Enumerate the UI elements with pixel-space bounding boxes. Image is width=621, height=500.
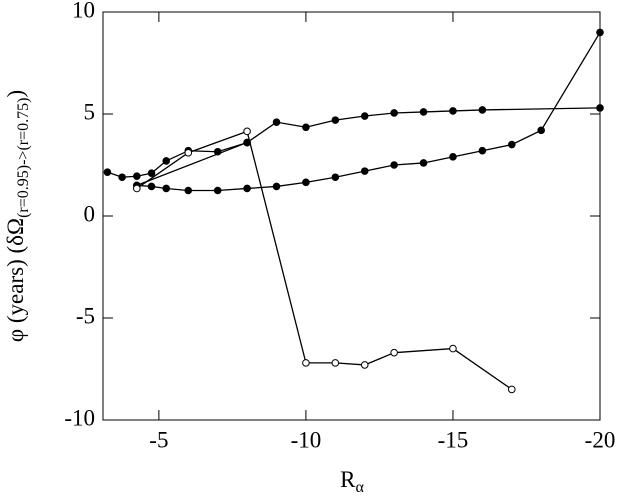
data-point [449, 153, 457, 161]
x-label-sub: α [355, 479, 364, 496]
x-tick-label: -10 [291, 427, 322, 452]
data-point [331, 359, 340, 367]
data-point [243, 184, 251, 193]
data-point [243, 127, 251, 136]
data-point [419, 108, 428, 116]
x-tick-label: -5 [149, 427, 168, 452]
x-tick-label: -20 [585, 427, 616, 452]
data-point [162, 157, 171, 165]
data-point [147, 182, 156, 191]
data-point [390, 348, 398, 357]
plot-frame [102, 11, 601, 421]
data-point [184, 186, 193, 195]
data-point [331, 116, 340, 124]
data-point [162, 184, 171, 193]
data-point [302, 178, 310, 187]
data-point [302, 123, 310, 132]
data-point [478, 106, 487, 114]
data-point [147, 169, 156, 177]
y-label-end: ) [3, 90, 28, 98]
data-point [537, 126, 545, 135]
data-point [478, 146, 487, 155]
data-point [449, 107, 457, 115]
data-point [302, 359, 310, 367]
y-label-text: φ (years) (δΩ [3, 218, 28, 342]
data-point [390, 109, 398, 117]
y-axis-label: φ (years) (δΩ(r=0.95)->(r=0.75)) [3, 90, 31, 342]
y-tick-label: 10 [72, 0, 95, 22]
data-point [133, 184, 141, 193]
data-point [507, 140, 516, 149]
data-point [596, 28, 604, 37]
series-line [136, 32, 601, 192]
data-point [507, 385, 516, 394]
series-line [136, 141, 248, 187]
data-point [419, 159, 428, 167]
data-point [213, 186, 222, 195]
data-point [596, 104, 604, 112]
data-point [133, 172, 141, 181]
data-point [360, 112, 369, 120]
x-label-text: R [340, 467, 356, 492]
data-point [360, 361, 369, 369]
data-point [118, 173, 126, 182]
y-tick-label: 0 [84, 201, 96, 226]
data-point [449, 344, 457, 353]
x-axis-label: Rα [340, 467, 364, 495]
data-point [272, 182, 281, 191]
y-label-sub: (r=0.95)->(r=0.75) [15, 98, 32, 218]
x-tick-label: -15 [438, 427, 469, 452]
y-tick-label: 5 [84, 99, 96, 124]
data-point [331, 173, 340, 182]
data-point [390, 161, 398, 169]
y-tick-label: -5 [76, 303, 95, 328]
data-point [360, 167, 369, 175]
series-line [107, 107, 601, 178]
data-point [103, 168, 112, 176]
data-point [184, 148, 193, 157]
data-point [272, 118, 281, 126]
y-tick-label: -10 [64, 405, 95, 430]
